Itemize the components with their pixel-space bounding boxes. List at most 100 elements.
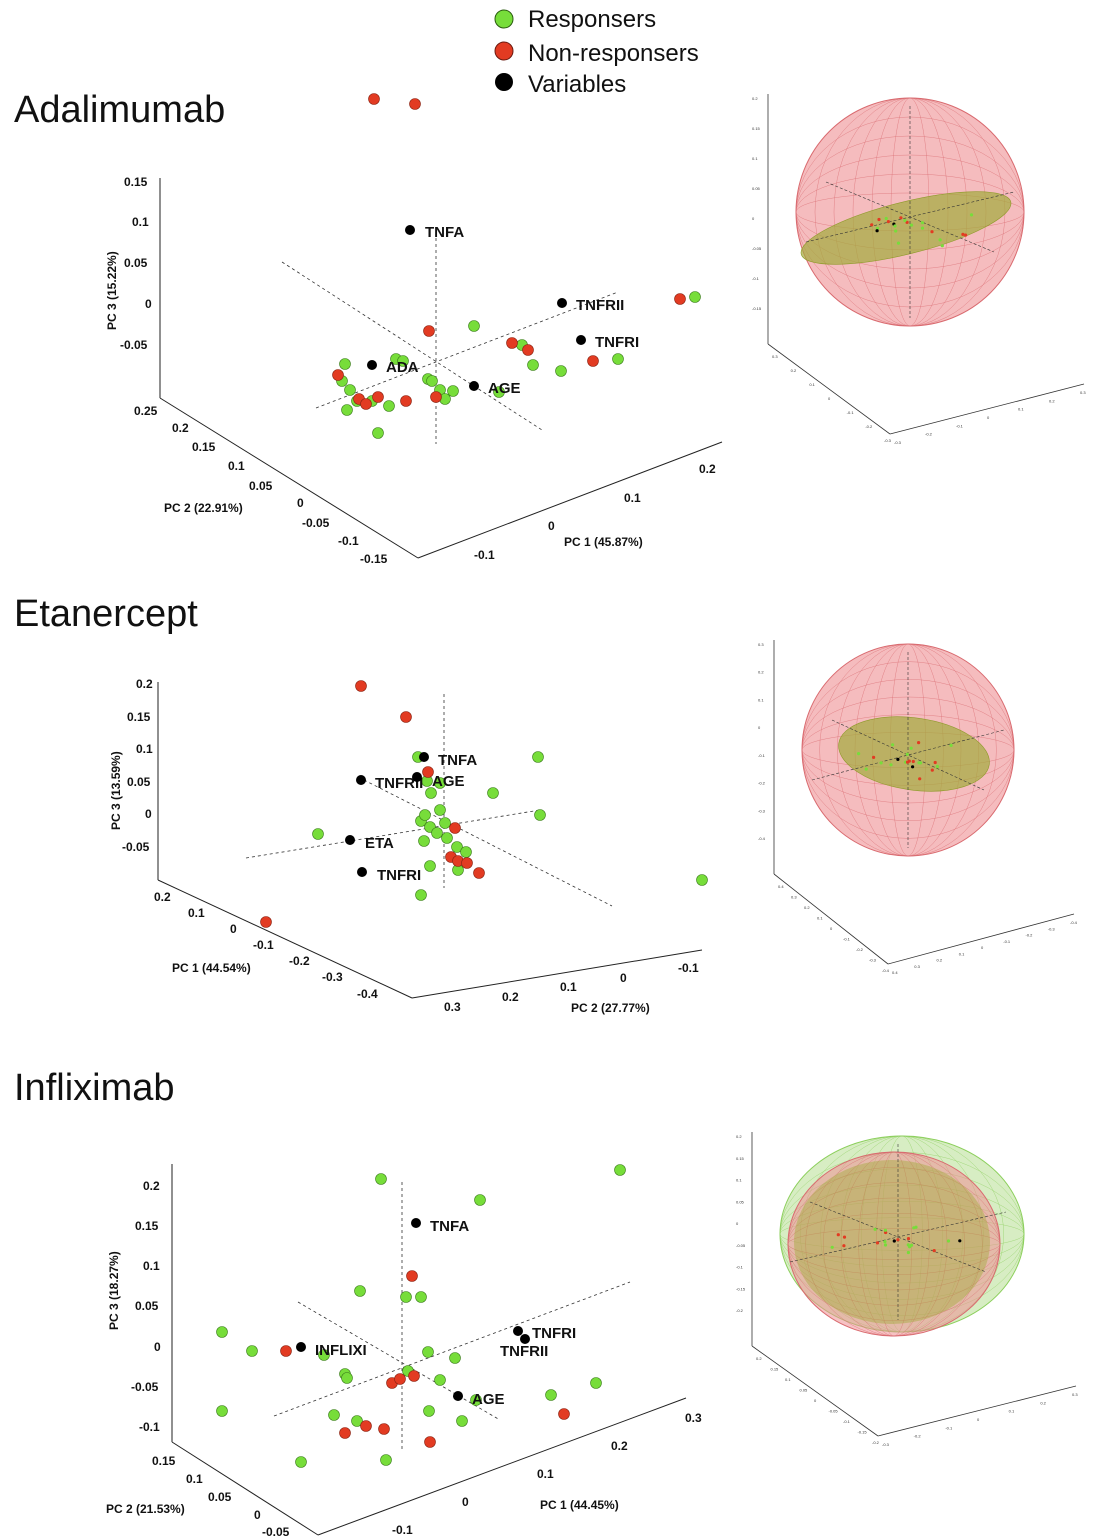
inset-point <box>857 752 861 756</box>
data-point <box>614 1164 626 1176</box>
inset-point <box>842 1235 847 1239</box>
variable-tnfrii: TNFRII <box>557 297 624 314</box>
inset-tick: -0.3 <box>882 1442 890 1447</box>
x-tick: 0 <box>548 519 555 533</box>
inset-tick: 0.2 <box>937 958 943 963</box>
data-point <box>328 1409 340 1421</box>
points-responders <box>216 1164 626 1468</box>
panel-title-adalimumab: Adalimumab <box>14 89 225 131</box>
inset-tick: -0.3 <box>1048 926 1056 931</box>
inset-point <box>884 1230 888 1235</box>
variable-label: TNFRI <box>595 334 639 351</box>
inset-point <box>918 777 922 781</box>
variable-tnfri: TNFRI <box>576 334 639 351</box>
y-tick: 0.15 <box>152 1454 176 1468</box>
variable-label: ETA <box>365 835 394 852</box>
inset-point <box>884 216 888 221</box>
data-point <box>383 400 395 412</box>
inset-tick: -0.15 <box>752 306 762 311</box>
variable-tnfrii: TNFRII <box>500 1334 548 1360</box>
data-point <box>380 1454 392 1466</box>
inset-dash-axis <box>789 1211 1007 1263</box>
plot-axes <box>159 178 723 559</box>
variable-label: TNFA <box>438 752 477 769</box>
data-point <box>527 359 539 371</box>
inset-point <box>940 244 944 248</box>
data-point <box>689 291 701 303</box>
points-responders <box>312 751 708 901</box>
x-tick: -0.1 <box>474 548 495 562</box>
data-point <box>487 787 499 799</box>
inset-point <box>949 743 953 748</box>
x-tick: 0 <box>462 1495 469 1509</box>
data-point <box>456 1415 468 1427</box>
z-axis-label: PC 3 (13.59%) <box>109 751 123 830</box>
y-tick: 0.3 <box>444 1000 461 1014</box>
variable-age: AGE <box>469 380 521 397</box>
inset-point <box>892 1239 896 1243</box>
variable-label: TNFA <box>425 224 464 241</box>
data-point <box>246 1345 258 1357</box>
variable-markers: TNFA TNFRII AGE ETA TNFRI <box>345 752 477 884</box>
inset-tick: 0.2 <box>736 1134 742 1139</box>
inset-tick: 0.2 <box>791 368 797 373</box>
inset-point <box>946 1239 951 1243</box>
inset-tick: 0.3 <box>791 895 797 900</box>
y-tick: 0.25 <box>134 404 158 418</box>
z-tick: 0.05 <box>127 775 151 789</box>
inset-tick: 0 <box>977 1417 980 1422</box>
data-point <box>449 822 461 834</box>
x-tick: 0.2 <box>611 1439 628 1453</box>
variable-label: INFLIXI <box>315 1342 367 1359</box>
data-point <box>339 358 351 370</box>
variable-age: AGE <box>412 772 465 790</box>
x-tick: 0.2 <box>154 890 171 904</box>
overlap-ellipsoid <box>794 1160 990 1324</box>
inset-point <box>905 760 910 764</box>
inset-tick: 0.3 <box>1080 390 1086 395</box>
inset-tick: -0.2 <box>865 424 873 429</box>
x-axis-ticks: -0.1 0 0.1 0.2 <box>474 462 716 562</box>
variable-label: TNFRI <box>377 867 421 884</box>
inset-tick: 0.1 <box>809 382 815 387</box>
plot-axes <box>171 1164 687 1536</box>
meridian <box>819 643 997 857</box>
data-point <box>696 874 708 886</box>
inset-tick: -0.1 <box>736 1265 744 1270</box>
inset-tick: -0.15 <box>736 1286 746 1291</box>
inset-tick: 0.1 <box>785 1377 791 1382</box>
inset-tick: -0.15 <box>858 1430 868 1435</box>
z-tick: 0.1 <box>132 215 149 229</box>
inset-tick: 0.4 <box>892 970 898 975</box>
data-point <box>423 1405 435 1417</box>
inset-dash-axis <box>831 719 985 791</box>
variable-label: ADA <box>386 359 419 376</box>
x-tick: 0.1 <box>188 906 205 920</box>
inset-b-axis <box>889 383 1085 435</box>
data-point <box>468 320 480 332</box>
data-point <box>260 916 272 928</box>
x-tick: -0.2 <box>289 954 310 968</box>
y-tick: -0.05 <box>262 1525 290 1539</box>
data-point <box>280 1345 292 1357</box>
data-point <box>422 1346 434 1358</box>
data-point <box>430 391 442 403</box>
data-point <box>400 711 412 723</box>
inset-axes <box>767 94 1085 435</box>
variable-label: TNFRII <box>576 297 624 314</box>
inset-tick: 0.3 <box>914 964 920 969</box>
points-non-responders <box>260 680 485 928</box>
legend-item-variables: Variables <box>495 71 626 98</box>
inset-tick: 0.15 <box>752 126 761 131</box>
legend-label-responders: Responsers <box>528 6 656 33</box>
data-point <box>590 1377 602 1389</box>
z-tick: 0.15 <box>135 1219 159 1233</box>
responder-ellipsoid <box>800 191 1012 265</box>
data-point <box>341 1372 353 1384</box>
inset-tick: 0.05 <box>752 186 761 191</box>
variable-label: TNFRII <box>500 1343 548 1360</box>
inset-tick: -0.2 <box>856 947 864 952</box>
legend-marker-variables <box>495 73 513 91</box>
inset-a-axis <box>767 343 891 435</box>
variable-tnfri: TNFRI <box>513 1325 576 1342</box>
